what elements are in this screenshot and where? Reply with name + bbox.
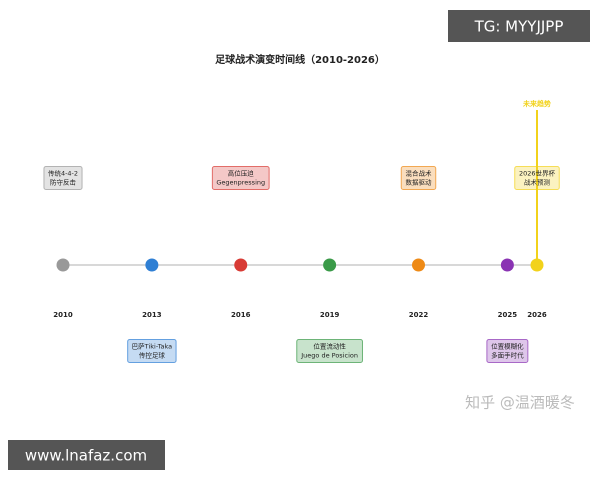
label-text: 防守反击 [50, 178, 77, 187]
watermark-box [448, 10, 590, 42]
watermark-box [8, 440, 165, 470]
label-text: 位置模糊化 [491, 342, 524, 351]
label-text: 传控足球 [139, 351, 166, 360]
label-text: 高位压迫 [228, 169, 255, 178]
annotation: 未来趋势 [523, 99, 551, 108]
label-text: 巴萨Tiki-Taka [132, 342, 172, 351]
label-text: 传统4-4-2 [48, 169, 78, 178]
year-label: 2013 [142, 311, 162, 319]
year-label: 2022 [409, 311, 429, 319]
watermark: TG: MYYJJPP [474, 18, 564, 36]
event-node [500, 258, 514, 272]
year-label: 2025 [498, 311, 518, 319]
event-node [530, 258, 544, 272]
label-text: 数据驱动 [406, 178, 433, 187]
year-label: 2026 [527, 311, 547, 319]
label-text: 位置流动性 [313, 342, 346, 351]
label-box [514, 166, 560, 190]
event-node [234, 258, 248, 272]
label-box [400, 166, 437, 190]
year-label: 2019 [320, 311, 340, 319]
event-node [323, 258, 337, 272]
watermark: www.lnafaz.com [25, 447, 147, 465]
label-text: 多面手时代 [491, 351, 524, 360]
title: 足球战术演变时间线（2010-2026） [215, 53, 385, 66]
label-box [127, 339, 177, 363]
label-box [43, 166, 83, 190]
event-node [56, 258, 70, 272]
label-text: 混合战术 [406, 169, 433, 178]
year-label: 2010 [53, 311, 73, 319]
label-box [211, 166, 270, 190]
label-text: Juego de Posicion [300, 352, 358, 360]
year-label: 2016 [231, 311, 251, 319]
label-text: 战术预测 [524, 178, 551, 187]
label-text: Gegenpressing [216, 179, 265, 187]
event-node [412, 258, 425, 272]
watermark: 知乎 @温酒暖冬 [465, 394, 575, 412]
label-text: 2026世界杯 [519, 169, 556, 178]
label-box [486, 339, 529, 363]
event-node [145, 258, 159, 272]
label-box [296, 339, 363, 363]
